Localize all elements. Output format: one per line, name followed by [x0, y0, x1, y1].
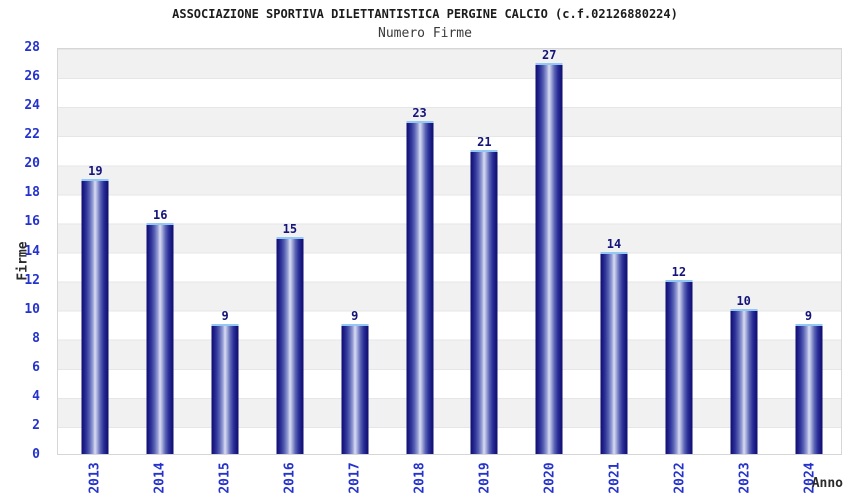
- x-tick-label: 2019: [477, 462, 492, 494]
- bar-value-label: 12: [671, 265, 687, 280]
- bar-2017: 9: [341, 309, 369, 454]
- bar-value-label: 27: [541, 48, 557, 63]
- bar-2018: 23: [406, 106, 434, 454]
- x-tick-2016: 2016: [257, 456, 322, 500]
- plot-area: 19 16 9 15 9 23 21 27 14 12 10 9: [57, 48, 842, 455]
- x-tick-label: 2022: [672, 462, 687, 494]
- x-tick-2017: 2017: [322, 456, 387, 500]
- bar-value-label: 9: [351, 308, 359, 323]
- y-tick-label: 24: [24, 98, 40, 114]
- bar-slot-2014: 16: [128, 49, 193, 454]
- x-tick-label: 2013: [87, 462, 102, 494]
- x-tick-label: 2016: [282, 462, 297, 494]
- x-tick-label: 2023: [737, 462, 752, 494]
- x-tick-label: 2021: [607, 462, 622, 494]
- y-tick-label: 18: [24, 185, 40, 201]
- y-tick-label: 10: [24, 301, 40, 317]
- x-tick-2021: 2021: [582, 456, 647, 500]
- y-tick-label: 12: [24, 272, 40, 288]
- bar-value-label: 9: [221, 308, 229, 323]
- x-tick-label: 2014: [152, 462, 167, 494]
- x-tick-label: 2018: [412, 462, 427, 494]
- bar-value-label: 15: [282, 222, 298, 237]
- y-tick-label: 0: [32, 447, 40, 462]
- bar-value-label: 9: [804, 308, 813, 323]
- y-tick-label: 16: [24, 214, 40, 230]
- bar-2021: 14: [600, 237, 628, 454]
- bar-slot-2017: 9: [322, 49, 387, 454]
- y-tick-label: 14: [24, 243, 40, 259]
- bar-2024: 9: [795, 309, 823, 454]
- bar-2022: 12: [665, 265, 693, 454]
- y-axis-tick-labels: 0 2 4 6 8 10 12 14 16 18 20 22 24 26 28: [0, 40, 44, 462]
- bar-slot-2015: 9: [193, 49, 258, 454]
- x-tick-label: 2015: [217, 462, 232, 494]
- x-axis-title: Anno: [811, 476, 843, 491]
- bar-value-label: 10: [736, 294, 751, 309]
- chart-title: ASSOCIAZIONE SPORTIVA DILETTANTISTICA PE…: [172, 7, 678, 21]
- bar-slot-2024: 9: [776, 49, 841, 454]
- y-tick-label: 26: [24, 69, 40, 85]
- x-tick-2019: 2019: [452, 456, 517, 500]
- x-tick-label: 2020: [542, 462, 557, 494]
- bar-value-label: 23: [412, 106, 427, 121]
- bar-2020: 27: [535, 48, 563, 454]
- bar-value-label: 16: [153, 207, 168, 222]
- y-tick-label: 4: [32, 388, 40, 404]
- bar-slot-2018: 23: [387, 49, 452, 454]
- y-tick-label: 8: [32, 330, 40, 346]
- x-tick-2023: 2023: [712, 456, 777, 500]
- bar-2023: 10: [730, 294, 758, 454]
- y-tick-label: 28: [24, 40, 40, 55]
- x-tick-2022: 2022: [647, 456, 712, 500]
- y-tick-label: 2: [32, 417, 40, 433]
- bar-value-label: 21: [477, 135, 492, 150]
- bar-slot-2013: 19: [63, 49, 128, 454]
- bar-slot-2023: 10: [711, 49, 776, 454]
- bar-value-label: 19: [88, 164, 103, 179]
- bar-value-label: 14: [606, 236, 622, 251]
- x-tick-2013: 2013: [62, 456, 127, 500]
- bars-row: 19 16 9 15 9 23 21 27 14 12 10 9: [58, 48, 841, 454]
- bar-2013: 19: [81, 164, 109, 454]
- chart-subtitle: Numero Firme: [378, 26, 472, 41]
- bar-2016: 15: [276, 222, 304, 454]
- bar-slot-2021: 14: [582, 49, 647, 454]
- bar-2019: 21: [470, 135, 498, 454]
- x-tick-label: 2017: [347, 462, 362, 494]
- y-tick-label: 22: [24, 127, 40, 143]
- x-tick-2020: 2020: [517, 456, 582, 500]
- y-tick-label: 20: [24, 156, 40, 172]
- x-tick-2014: 2014: [127, 456, 192, 500]
- x-axis-tick-labels: 2013 2014 2015 2016 2017 2018 2019 2020 2021 2022…: [57, 456, 842, 500]
- bar-slot-2016: 15: [257, 49, 322, 454]
- x-tick-2015: 2015: [192, 456, 257, 500]
- bar-slot-2019: 21: [452, 49, 517, 454]
- bar-slot-2020: 27: [517, 48, 582, 454]
- bar-slot-2022: 12: [646, 49, 711, 454]
- bar-2015: 9: [211, 309, 239, 454]
- x-tick-2018: 2018: [387, 456, 452, 500]
- y-tick-label: 6: [32, 359, 40, 375]
- bar-2014: 16: [146, 208, 174, 454]
